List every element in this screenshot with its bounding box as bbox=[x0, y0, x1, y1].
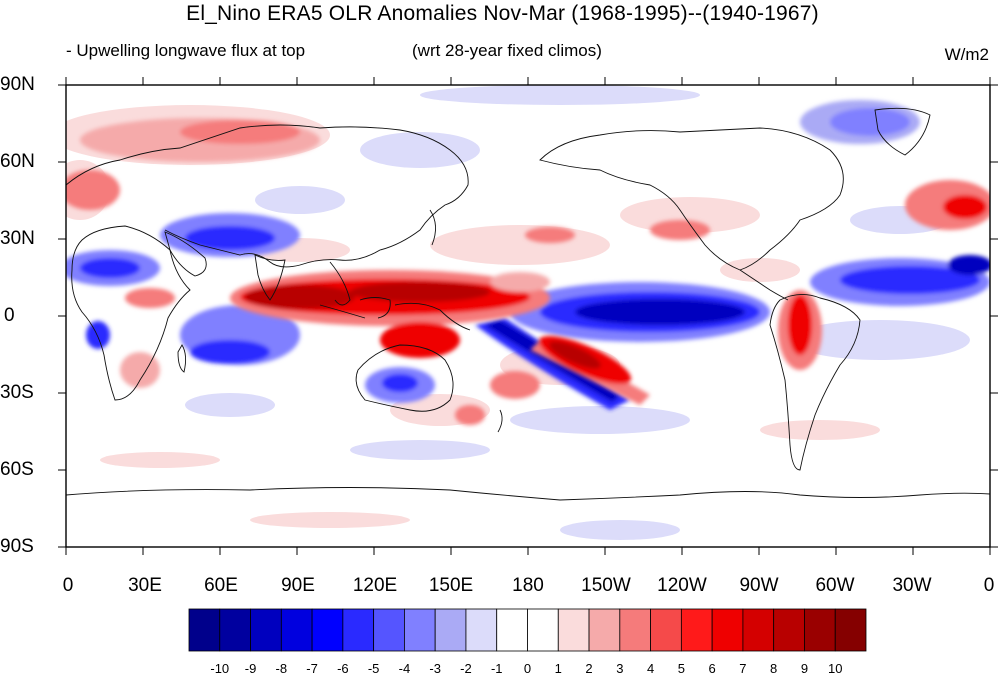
lon-label-60w: 60W bbox=[815, 575, 855, 596]
colorbar-box bbox=[219, 608, 251, 652]
lon-label-120e: 120E bbox=[352, 575, 398, 596]
climatology-note: (wrt 28-year fixed climos) bbox=[412, 41, 602, 60]
colorbar-box bbox=[804, 608, 836, 652]
colorbar-label: -2 bbox=[460, 661, 472, 676]
lat-label-30s: 30S bbox=[0, 382, 34, 403]
colorbar-box bbox=[404, 608, 436, 652]
lon-label-90w: 90W bbox=[739, 575, 779, 596]
colorbar-box bbox=[188, 608, 221, 652]
variable-description: - Upwelling longwave flux at top bbox=[66, 41, 306, 60]
units-label: W/m2 bbox=[944, 45, 989, 64]
colorbar-label: 1 bbox=[554, 661, 562, 676]
colorbar-box bbox=[311, 608, 344, 652]
colorbar-label: 6 bbox=[708, 661, 716, 676]
lon-label-90e: 90E bbox=[281, 575, 315, 596]
colorbar-label: 5 bbox=[677, 661, 685, 676]
colorbar-label: 7 bbox=[739, 661, 747, 676]
lon-label-150w: 150W bbox=[581, 575, 631, 596]
colorbar-box bbox=[619, 608, 651, 652]
colorbar-label: 3 bbox=[616, 661, 624, 676]
colorbar-box bbox=[342, 608, 375, 652]
map-title: El_Nino ERA5 OLR Anomalies Nov-Mar (1968… bbox=[186, 2, 819, 25]
lon-label-180: 180 bbox=[512, 575, 544, 596]
lat-label-90s: 90S bbox=[0, 536, 34, 557]
colorbar-box bbox=[250, 608, 282, 652]
colorbar-box bbox=[434, 608, 467, 652]
colorbar-box bbox=[680, 608, 713, 652]
lon-label-60e: 60E bbox=[204, 575, 238, 596]
coastlines bbox=[66, 107, 990, 501]
colorbar-box bbox=[557, 608, 590, 652]
colorbar-label: 9 bbox=[800, 661, 809, 676]
colorbar-box bbox=[773, 608, 805, 652]
lat-label-90n: 90N bbox=[0, 74, 35, 95]
colorbar-label: -5 bbox=[367, 661, 380, 676]
colorbar-box bbox=[280, 608, 313, 652]
colorbar-label: -4 bbox=[398, 661, 411, 676]
lon-label-150e: 150E bbox=[428, 575, 474, 596]
colorbar-label: 8 bbox=[770, 661, 778, 676]
colorbar-box bbox=[711, 608, 744, 652]
lon-label-0: 0 bbox=[62, 575, 74, 596]
colorbar-label: -7 bbox=[306, 661, 318, 676]
anomaly-field bbox=[66, 85, 990, 547]
colorbar-box bbox=[465, 608, 498, 652]
colorbar-label: -8 bbox=[275, 661, 288, 676]
light-blue-anomalies bbox=[185, 85, 970, 540]
colorbar-label: 4 bbox=[646, 661, 655, 676]
red-anomalies bbox=[66, 118, 990, 425]
lon-label-120w: 120W bbox=[657, 575, 707, 596]
blue-anomalies bbox=[66, 100, 990, 410]
lat-label-60s: 60S bbox=[0, 459, 34, 480]
colorbar-box bbox=[834, 608, 867, 652]
colorbar bbox=[188, 608, 867, 652]
colorbar-box bbox=[496, 608, 528, 652]
colorbar-box bbox=[373, 608, 405, 652]
colorbar-box bbox=[588, 608, 621, 652]
axis-ticks bbox=[58, 77, 998, 555]
colorbar-box bbox=[527, 608, 559, 652]
colorbar-box bbox=[742, 608, 775, 652]
lon-label-30w: 30W bbox=[892, 575, 932, 596]
lon-label-0-east: 0 bbox=[983, 575, 995, 596]
colorbar-label: -1 bbox=[490, 661, 503, 676]
lon-label-30e: 30E bbox=[128, 575, 162, 596]
colorbar-label: 2 bbox=[585, 661, 593, 676]
colorbar-label: -6 bbox=[337, 661, 349, 676]
colorbar-label: -10 bbox=[210, 661, 230, 676]
colorbar-box bbox=[650, 608, 682, 652]
colorbar-label: 10 bbox=[827, 661, 843, 676]
colorbar-label: 0 bbox=[523, 661, 532, 676]
lat-label-60n: 60N bbox=[0, 151, 35, 172]
lat-label-30n: 30N bbox=[0, 228, 35, 249]
colorbar-label: -3 bbox=[429, 661, 441, 676]
lat-label-equator: 0 bbox=[4, 305, 15, 326]
colorbar-label: -9 bbox=[244, 661, 257, 676]
